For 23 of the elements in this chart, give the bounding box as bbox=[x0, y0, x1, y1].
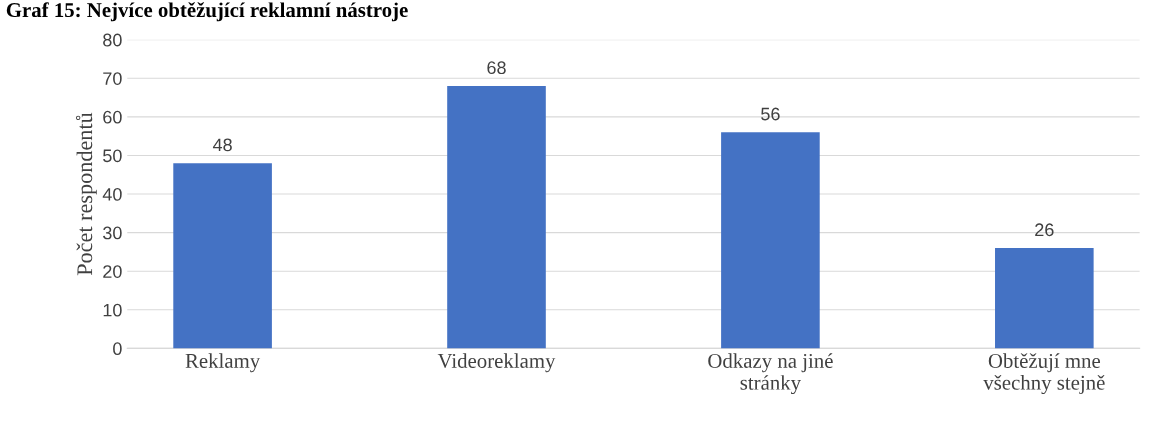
x-tick-label: Reklamy bbox=[185, 353, 261, 373]
y-tick-label: 70 bbox=[103, 72, 122, 85]
x-tick-label: Odkazy na jiné stránky bbox=[708, 353, 833, 395]
data-label: 56 bbox=[761, 107, 780, 121]
y-tick-label: 60 bbox=[103, 110, 122, 124]
bar bbox=[995, 248, 1094, 349]
y-tick-label: 80 bbox=[103, 33, 122, 47]
data-label: 68 bbox=[487, 61, 506, 75]
y-tick-label: 30 bbox=[103, 226, 122, 240]
data-label: 26 bbox=[1035, 223, 1054, 237]
bar bbox=[721, 132, 820, 349]
bar bbox=[447, 86, 546, 349]
x-tick-label: Obtěžují mne všechny stejně bbox=[983, 353, 1105, 395]
y-tick-label: 0 bbox=[113, 342, 122, 356]
bar bbox=[173, 163, 272, 349]
x-tick-label: Videoreklamy bbox=[437, 353, 556, 373]
y-tick-label: 40 bbox=[102, 187, 122, 201]
y-tick-label: 50 bbox=[103, 149, 122, 163]
chart-title: Graf 15: Nejvíce obtěžující reklamní nástroje bbox=[6, 2, 408, 22]
y-axis-title: Počet respondentů bbox=[75, 112, 97, 276]
y-tick-label: 10 bbox=[103, 303, 122, 317]
data-label: 48 bbox=[212, 138, 232, 152]
y-tick-label: 20 bbox=[103, 265, 122, 278]
